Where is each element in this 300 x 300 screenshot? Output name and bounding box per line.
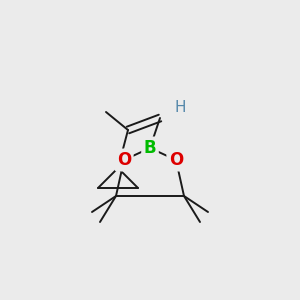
Text: H: H: [174, 100, 186, 116]
Text: B: B: [144, 139, 156, 157]
Text: O: O: [169, 151, 183, 169]
Text: O: O: [117, 151, 131, 169]
